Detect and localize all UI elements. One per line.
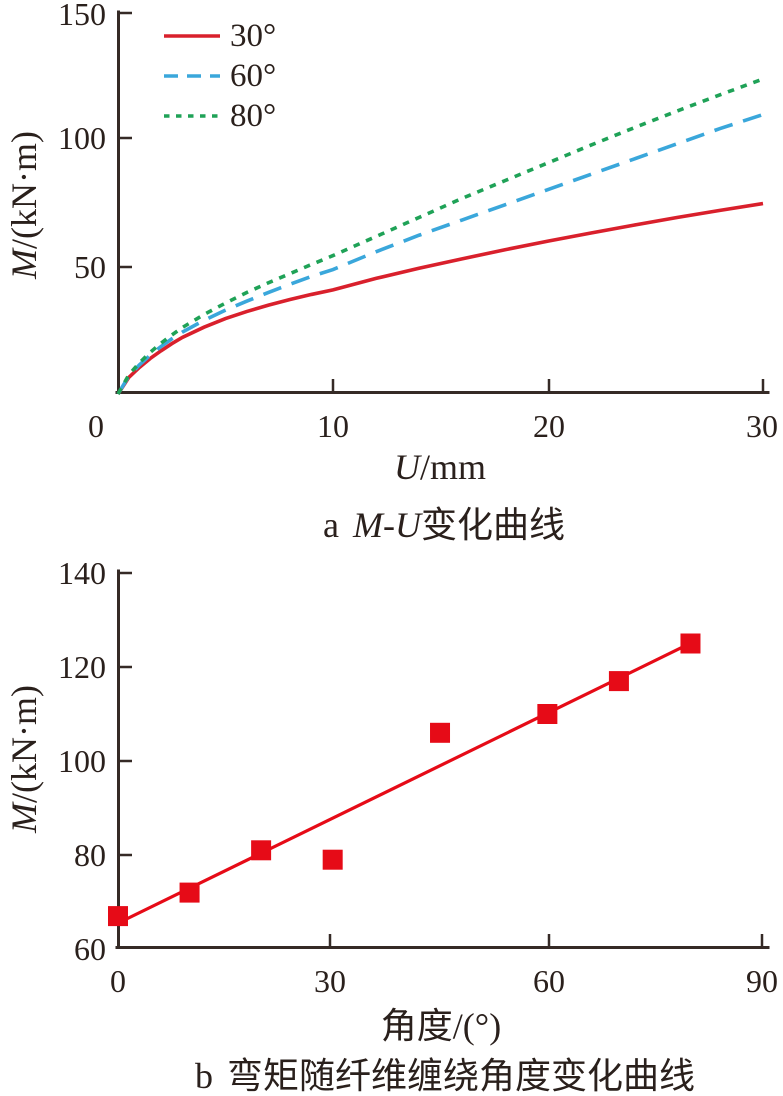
legend-label: 30° bbox=[230, 18, 277, 54]
legend-item-30deg: 30° bbox=[163, 16, 276, 56]
panel-a-axes bbox=[115, 10, 770, 394]
x-tick-90: 90 bbox=[746, 963, 778, 999]
panel-b-axes bbox=[115, 569, 770, 949]
x-tick-30: 30 bbox=[314, 963, 346, 999]
legend-label: 60° bbox=[230, 58, 277, 94]
x-axis-ticks bbox=[331, 379, 765, 391]
y-tick-100: 100 bbox=[58, 120, 106, 156]
curve-30deg bbox=[116, 201, 764, 395]
y-axis-label: M/(kN·m) bbox=[4, 131, 44, 279]
legend-line-dotted-icon bbox=[164, 114, 220, 118]
y-tick-50: 50 bbox=[74, 249, 106, 285]
scatter-point bbox=[537, 704, 558, 724]
scatter-points bbox=[108, 633, 701, 927]
scatter-point bbox=[680, 633, 701, 654]
legend-item-80deg: 80° bbox=[163, 96, 276, 136]
y-tick-60: 60 bbox=[74, 931, 106, 967]
panel-a-plot bbox=[115, 10, 770, 395]
scatter-point bbox=[108, 906, 128, 927]
scatter-point bbox=[179, 882, 200, 903]
x-axis-label: U/mm bbox=[393, 447, 487, 487]
legend-line-dashed-icon bbox=[164, 74, 220, 78]
legend-line-solid-icon bbox=[164, 34, 220, 38]
x-tick-10: 10 bbox=[317, 408, 349, 444]
caption-a: a M-U变化曲线 bbox=[323, 505, 565, 545]
x-tick-20: 20 bbox=[533, 408, 565, 444]
legend-label: 80° bbox=[230, 98, 277, 134]
x-tick-0: 0 bbox=[88, 408, 104, 444]
y-tick-120: 120 bbox=[58, 649, 106, 685]
x-tick-0: 0 bbox=[110, 963, 126, 999]
scatter-point bbox=[608, 671, 629, 692]
legend: 30° 60° 80° bbox=[163, 16, 276, 136]
panel-b: 140 120 100 80 60 0 30 60 90 M/(kN·m) 角度… bbox=[0, 545, 783, 1096]
scatter-point bbox=[322, 849, 343, 870]
curves-a bbox=[116, 77, 764, 395]
y-tick-100: 100 bbox=[58, 743, 106, 779]
x-tick-30: 30 bbox=[746, 408, 778, 444]
curve-60deg bbox=[116, 112, 764, 395]
y-tick-80: 80 bbox=[74, 837, 106, 873]
x-tick-60: 60 bbox=[533, 963, 565, 999]
x-axis-label: 角度/(°) bbox=[380, 1006, 502, 1046]
panel-a: 150 100 50 0 10 20 30 M/(kN·m) 30° 60° bbox=[0, 0, 783, 545]
y-tick-140: 140 bbox=[58, 555, 106, 591]
caption-b: b 弯矩随纤维缠绕角度变化曲线 bbox=[194, 1056, 696, 1096]
y-tick-150: 150 bbox=[58, 0, 106, 32]
scatter-point bbox=[251, 840, 272, 861]
y-axis-ticks bbox=[120, 11, 132, 269]
y-axis-ticks bbox=[120, 571, 132, 857]
legend-item-60deg: 60° bbox=[163, 56, 276, 96]
scatter-point bbox=[430, 722, 451, 743]
panel-b-plot bbox=[108, 569, 770, 949]
y-axis-label: M/(kN·m) bbox=[4, 685, 44, 833]
fit-line bbox=[117, 638, 699, 925]
x-axis-ticks bbox=[328, 934, 764, 946]
